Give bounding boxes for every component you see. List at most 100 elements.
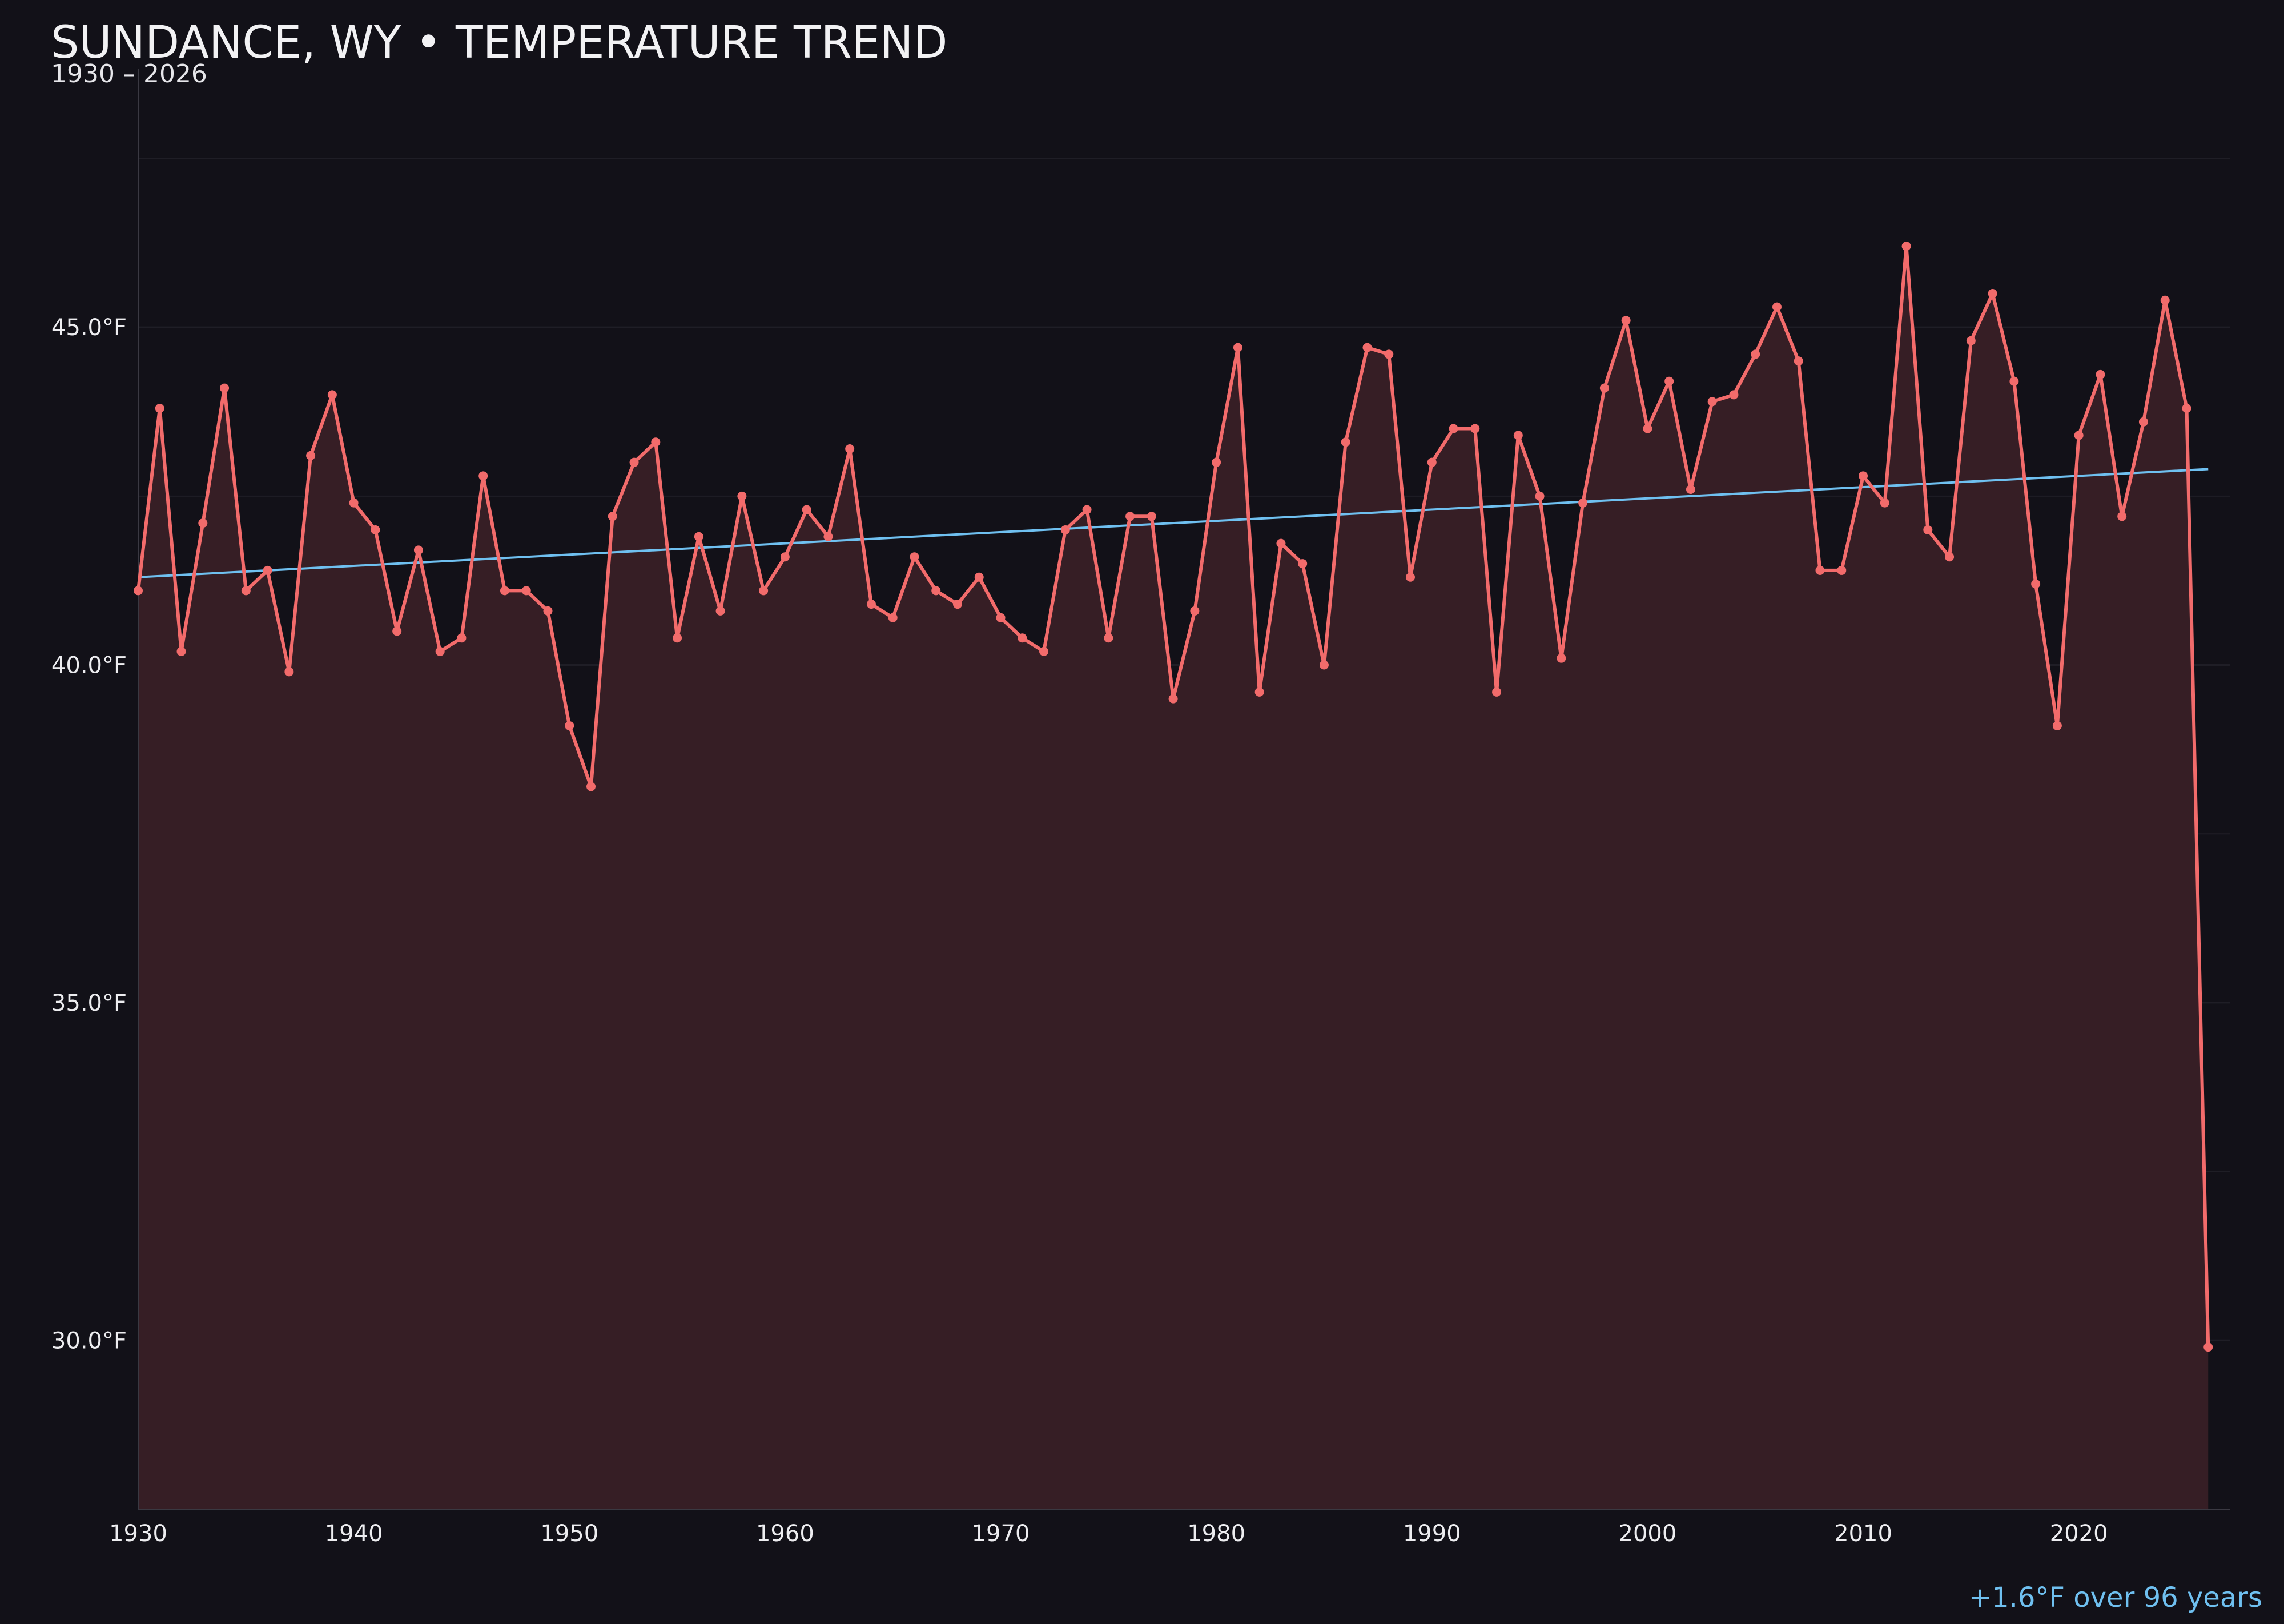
data-point-1945 [457, 633, 467, 643]
x-tick-label: 1940 [325, 1521, 383, 1547]
data-point-1946 [478, 471, 488, 481]
data-point-1981 [1233, 343, 1242, 352]
data-point-2010 [1859, 471, 1868, 481]
x-tick-label: 1970 [972, 1521, 1030, 1547]
data-point-2001 [1664, 376, 1674, 386]
data-point-1942 [392, 626, 402, 636]
x-tick-label: 2000 [1619, 1521, 1677, 1547]
data-point-2013 [1923, 525, 1933, 534]
data-point-1985 [1319, 660, 1329, 670]
point-layer [134, 242, 2213, 1352]
y-tick-label: 45.0°F [51, 315, 127, 341]
area-layer [138, 246, 2209, 1509]
data-point-2025 [2182, 404, 2191, 413]
data-point-1997 [1578, 498, 1588, 508]
data-point-1949 [543, 606, 553, 616]
data-point-1991 [1449, 424, 1458, 433]
data-point-1934 [220, 383, 230, 393]
data-point-1976 [1125, 512, 1135, 521]
data-point-1935 [241, 586, 251, 596]
data-point-1982 [1254, 687, 1264, 697]
y-tick-label: 35.0°F [51, 990, 127, 1016]
data-point-1939 [327, 390, 337, 400]
x-tick-label: 2020 [2050, 1521, 2108, 1547]
data-point-2024 [2160, 295, 2170, 305]
data-point-1941 [371, 525, 380, 534]
x-tick-label: 1980 [1187, 1521, 1245, 1547]
x-tick-label: 1950 [540, 1521, 598, 1547]
data-point-1968 [952, 600, 962, 609]
data-point-2009 [1837, 565, 1847, 575]
data-point-1975 [1104, 633, 1113, 643]
data-point-1965 [888, 613, 898, 622]
data-point-1984 [1298, 559, 1308, 569]
chart-title: SUNDANCE, WY • TEMPERATURE TREND [51, 17, 948, 69]
data-point-2004 [1729, 390, 1739, 400]
data-point-1988 [1384, 349, 1394, 359]
data-point-1994 [1513, 431, 1523, 440]
data-point-1950 [565, 721, 574, 730]
data-point-1948 [521, 586, 531, 596]
data-point-1962 [823, 532, 833, 541]
axis-layer [138, 69, 2230, 1510]
data-point-1995 [1535, 491, 1545, 501]
data-point-1953 [629, 457, 639, 467]
x-tick-label: 1930 [109, 1521, 167, 1547]
x-tick-label: 2010 [1834, 1521, 1892, 1547]
data-point-1980 [1212, 457, 1221, 467]
label-layer: 30.0°F 35.0°F 40.0°F 45.0°F 1930 1940 1950 1960… [51, 315, 2108, 1547]
data-point-1940 [349, 498, 359, 508]
data-point-1972 [1039, 646, 1049, 656]
data-point-2002 [1686, 484, 1695, 494]
data-point-1954 [651, 437, 661, 447]
data-point-2022 [2117, 512, 2127, 521]
data-point-1938 [306, 451, 316, 460]
data-point-1969 [974, 572, 984, 582]
data-point-1943 [413, 545, 423, 555]
data-point-2023 [2138, 417, 2148, 427]
data-point-1970 [996, 613, 1006, 622]
data-point-2008 [1815, 565, 1825, 575]
data-point-1937 [284, 667, 294, 677]
data-point-1955 [673, 633, 682, 643]
data-point-2006 [1772, 302, 1782, 312]
series-area [138, 246, 2209, 1509]
trend-summary: +1.6°F over 96 years [1968, 1582, 2262, 1614]
data-point-1966 [910, 552, 919, 562]
data-point-1947 [500, 586, 509, 596]
data-point-1987 [1362, 343, 1372, 352]
data-point-1930 [134, 586, 143, 596]
data-point-1956 [694, 532, 703, 541]
x-tick-label: 1960 [756, 1521, 814, 1547]
data-point-1993 [1492, 687, 1502, 697]
data-point-2007 [1794, 356, 1803, 366]
data-point-2018 [2031, 579, 2041, 589]
trend-line [138, 468, 2209, 578]
x-tick-label: 1990 [1403, 1521, 1461, 1547]
data-point-2020 [2074, 431, 2084, 440]
data-point-1999 [1621, 316, 1631, 325]
data-point-1983 [1276, 538, 1286, 548]
data-point-2003 [1707, 397, 1717, 407]
data-point-1933 [198, 518, 208, 528]
data-point-1989 [1406, 572, 1416, 582]
data-point-2012 [1901, 242, 1911, 251]
data-point-2015 [1966, 336, 1976, 345]
data-point-2019 [2052, 721, 2062, 730]
data-point-1990 [1427, 457, 1437, 467]
data-point-1971 [1018, 633, 1027, 643]
data-point-1986 [1341, 437, 1350, 447]
data-point-1951 [586, 782, 596, 791]
data-point-1932 [176, 646, 186, 656]
data-point-1958 [737, 491, 747, 501]
data-point-1960 [780, 552, 790, 562]
data-point-1992 [1470, 424, 1480, 433]
data-point-2026 [2203, 1342, 2213, 1352]
data-point-1963 [845, 444, 855, 454]
data-point-1977 [1147, 512, 1156, 521]
y-tick-label: 30.0°F [51, 1328, 127, 1354]
data-point-2000 [1643, 424, 1652, 433]
data-point-2016 [1988, 288, 1997, 298]
data-point-1964 [866, 600, 876, 609]
data-point-1931 [155, 404, 164, 413]
